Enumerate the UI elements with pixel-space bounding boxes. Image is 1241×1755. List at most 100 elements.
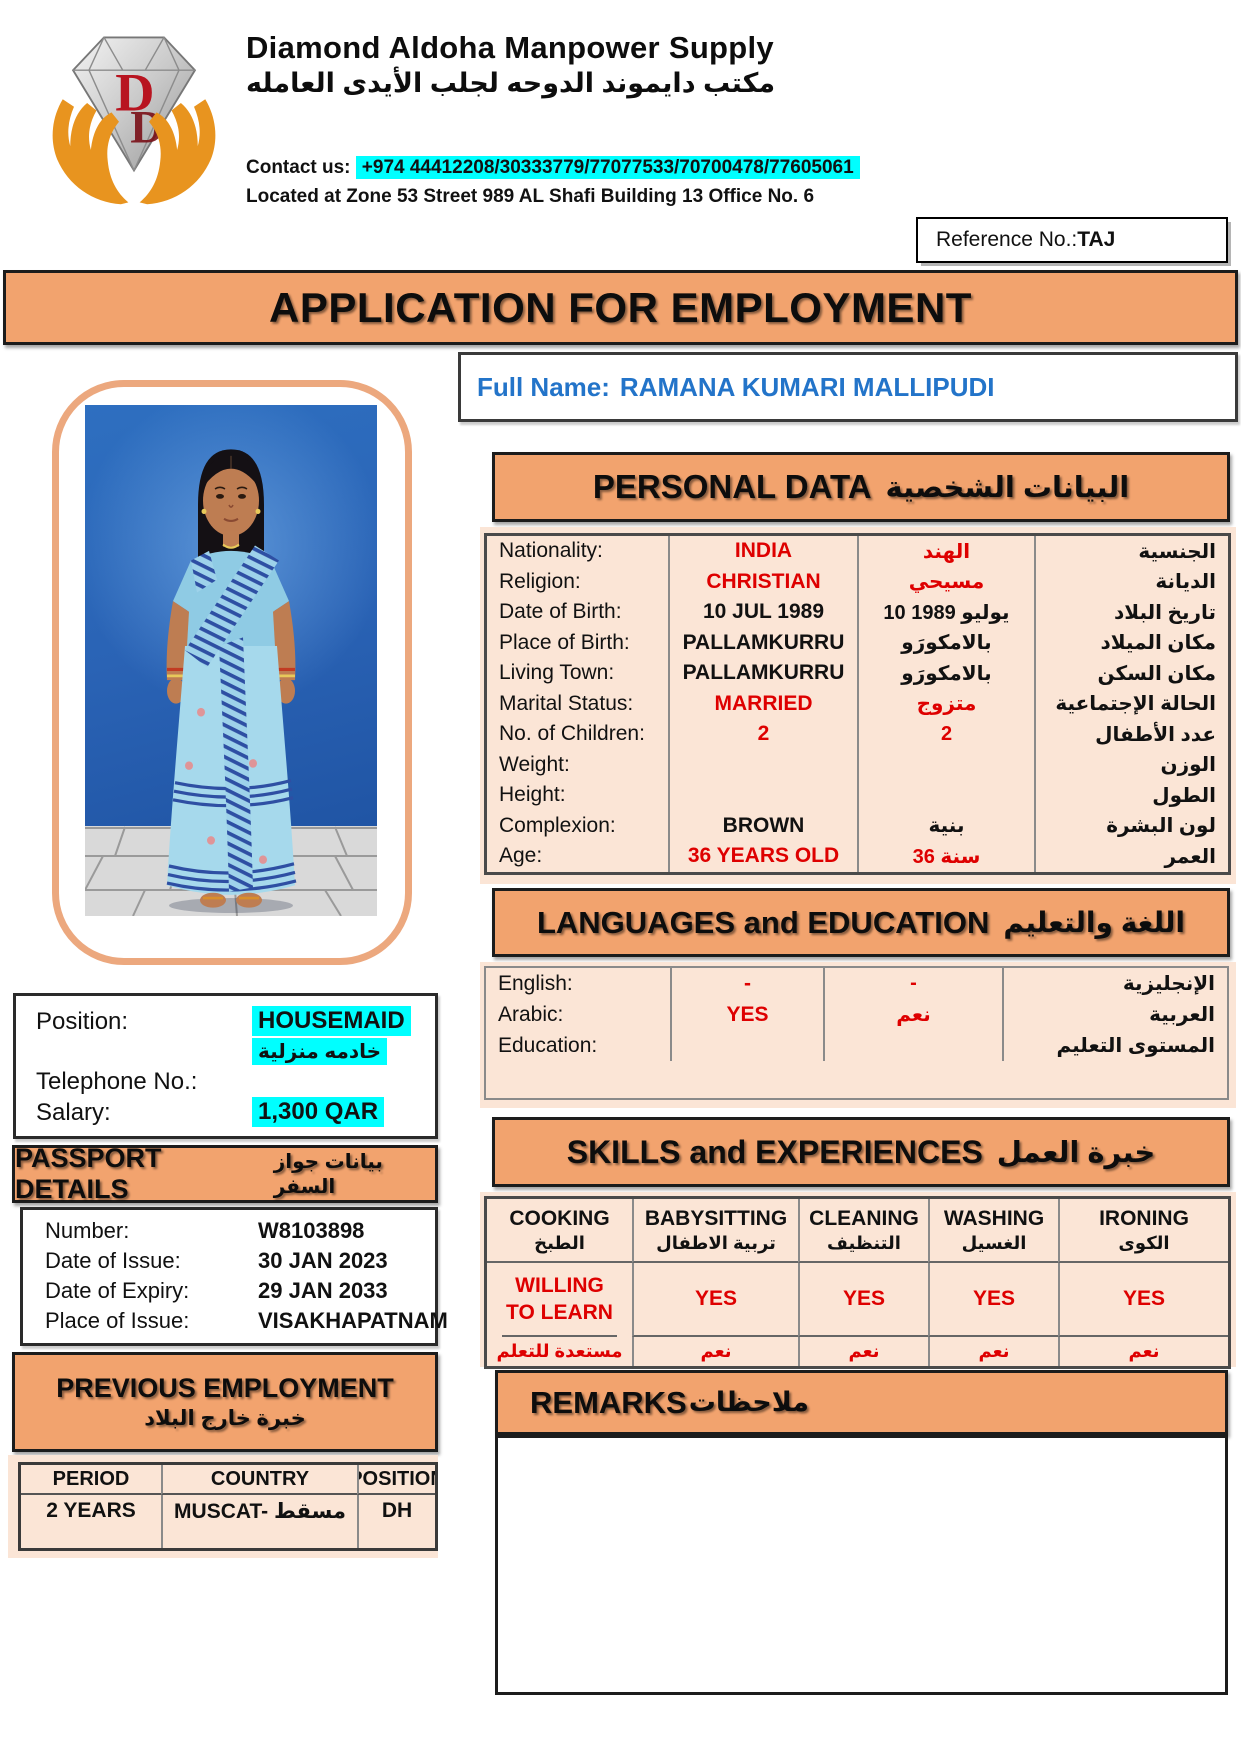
- skill-column-header: IRONING الكوى: [1058, 1199, 1228, 1263]
- previous-employment-title-en: PREVIOUS EMPLOYMENT: [56, 1373, 394, 1403]
- passport-label: Date of Expiry:: [45, 1278, 190, 1303]
- personal-data-title-en: PERSONAL DATA: [592, 468, 872, 505]
- pd-value-ar: مسيحي: [857, 566, 1034, 597]
- pd-value-en: 36 YEARS OLD: [668, 841, 857, 872]
- passport-label: Date of Issue:: [45, 1248, 181, 1273]
- pd-label: No. of Children:: [499, 722, 645, 746]
- passport-value: 29 JAN 2033: [258, 1278, 388, 1303]
- passport-label: Number:: [45, 1218, 130, 1243]
- pd-label-ar: مكان الميلاد: [1034, 627, 1228, 658]
- skill-value-ar: نعم: [1058, 1337, 1228, 1366]
- pd-label-ar: العمر: [1034, 841, 1228, 872]
- pd-value-en: [668, 780, 857, 811]
- pd-value-ar: 2: [857, 719, 1034, 750]
- skill-column-header: WASHING الغسيل: [928, 1199, 1058, 1263]
- remarks-title-ar: ملاحظات: [688, 1387, 809, 1417]
- lang-label: Arabic:: [498, 1002, 564, 1026]
- pd-label-ar: الوزن: [1034, 749, 1228, 780]
- lang-label-ar: الإنجليزية: [1002, 968, 1227, 999]
- skill-name-ar: تربية الاطفال: [656, 1232, 776, 1253]
- applicant-photo-frame: [52, 380, 412, 965]
- lang-label-ar: المستوى التعليم: [1002, 1030, 1227, 1061]
- full-name-value: RAMANA KUMARI MALLIPUDI: [619, 371, 995, 402]
- position-salary-box: Position: HOUSEMAID خادمه منزلية Telepho…: [13, 993, 438, 1139]
- skill-name-en: BABYSITTING: [644, 1206, 788, 1230]
- pd-value-en: INDIA: [668, 536, 857, 567]
- languages-education-header: LANGUAGES and EDUCATION اللغة والتعليم: [492, 888, 1230, 957]
- pd-label-ar: لون البشرة: [1034, 810, 1228, 841]
- company-name-arabic: مكتب دايموند الدوحه لجلب الأيدى العامله: [246, 68, 776, 98]
- position-label: Position:: [36, 1008, 129, 1035]
- company-name-english: Diamond Aldoha Manpower Supply: [246, 30, 774, 65]
- languages-title-en: LANGUAGES and EDUCATION: [536, 904, 990, 940]
- pd-label: Religion:: [499, 569, 581, 593]
- applicant-photo: [85, 405, 377, 916]
- passport-title-ar: بيانات جواز السفر: [273, 1151, 383, 1198]
- skill-value-ar: نعم: [798, 1337, 928, 1366]
- languages-table: English: - - الإنجليزية Arabic: YES نعم …: [484, 966, 1229, 1100]
- pd-label-ar: عدد الأطفال: [1034, 719, 1228, 750]
- skill-value-en: YES: [798, 1263, 928, 1337]
- skill-name-en: IRONING: [1099, 1206, 1189, 1230]
- pd-label-ar: الطول: [1034, 780, 1228, 811]
- pd-label-ar: الحالة الإجتماعية: [1034, 688, 1228, 719]
- salary-label: Salary:: [36, 1099, 111, 1126]
- pd-label: Age:: [499, 844, 543, 868]
- pe-period: 2 YEARS: [46, 1499, 136, 1522]
- lang-label: English:: [498, 971, 573, 995]
- skill-value-en: YES: [632, 1263, 798, 1337]
- company-logo: D D: [52, 36, 216, 205]
- skill-value-en: YES: [1058, 1263, 1228, 1337]
- contact-label: Contact us:: [246, 157, 351, 178]
- pd-label: Place of Birth:: [499, 630, 630, 654]
- pd-value-ar: بالامكورَو: [857, 627, 1034, 658]
- lang-label-ar: العربية: [1002, 999, 1227, 1030]
- logo-letter-d: D: [115, 63, 154, 123]
- skill-name-en: WASHING: [943, 1206, 1045, 1230]
- remarks-box: [495, 1435, 1228, 1695]
- full-name-box: Full Name: RAMANA KUMARI MALLIPUDI: [458, 352, 1238, 422]
- skill-name-en: CLEANING: [809, 1206, 919, 1230]
- lang-value-ar: نعم: [823, 999, 1002, 1030]
- telephone-label: Telephone No.:: [36, 1068, 198, 1095]
- full-name-label: Full Name:: [477, 371, 610, 402]
- skill-column-header: COOKING الطبخ: [487, 1199, 632, 1263]
- pd-label: Living Town:: [499, 661, 615, 685]
- contact-numbers: +974 44412208/30333779/77077533/70700478…: [355, 156, 860, 179]
- skill-value-ar: نعم: [928, 1337, 1058, 1366]
- passport-value: VISAKHAPATNAM: [258, 1308, 448, 1333]
- salary-value: 1,300 QAR: [252, 1097, 385, 1127]
- pd-label: Height:: [499, 783, 566, 807]
- pd-value-ar: [857, 749, 1034, 780]
- personal-data-table: Nationality: INDIA الهند الجنسية Religio…: [484, 533, 1231, 875]
- application-title: APPLICATION FOR EMPLOYMENT: [269, 283, 972, 331]
- skill-value-ar: نعم: [632, 1337, 798, 1366]
- lang-label: Education:: [498, 1033, 598, 1057]
- pd-value-en: BROWN: [668, 810, 857, 841]
- reference-label: Reference No.:: [936, 228, 1078, 251]
- position-value-arabic: خادمه منزلية: [252, 1038, 388, 1065]
- passport-details-header: PASSPORT DETAILS بيانات جواز السفر: [12, 1143, 438, 1204]
- skill-name-ar: الغسيل: [961, 1232, 1027, 1253]
- pd-label-ar: الجنسية: [1034, 536, 1228, 567]
- pd-value-ar: بالامكورَو: [857, 658, 1034, 689]
- pd-label-ar: مكان السكن: [1034, 658, 1228, 689]
- skill-name-ar: الطبخ: [534, 1232, 585, 1253]
- remarks-title-en: REMARKS: [530, 1384, 687, 1420]
- pd-value-en: MARRIED: [668, 688, 857, 719]
- skills-experiences-header: SKILLS and EXPERIENCES خبرة العمل: [492, 1117, 1230, 1187]
- pd-value-en: PALLAMKURRU: [668, 627, 857, 658]
- pd-label: Weight:: [499, 752, 570, 776]
- office-address: Located at Zone 53 Street 989 AL Shafi B…: [246, 186, 815, 207]
- skill-value-en: YES: [928, 1263, 1058, 1337]
- skill-name-en: COOKING: [509, 1206, 610, 1230]
- pd-value-ar: يوليو 1989 10: [857, 597, 1034, 628]
- passport-label: Place of Issue:: [45, 1308, 190, 1333]
- skills-title-en: SKILLS and EXPERIENCES: [566, 1133, 983, 1170]
- lang-value-en: YES: [670, 999, 823, 1030]
- previous-employment-title-ar: خبرة خارج البلاد: [144, 1407, 306, 1430]
- lang-value-en: -: [670, 968, 823, 999]
- pd-label: Marital Status:: [499, 691, 634, 715]
- pd-value-en: PALLAMKURRU: [668, 658, 857, 689]
